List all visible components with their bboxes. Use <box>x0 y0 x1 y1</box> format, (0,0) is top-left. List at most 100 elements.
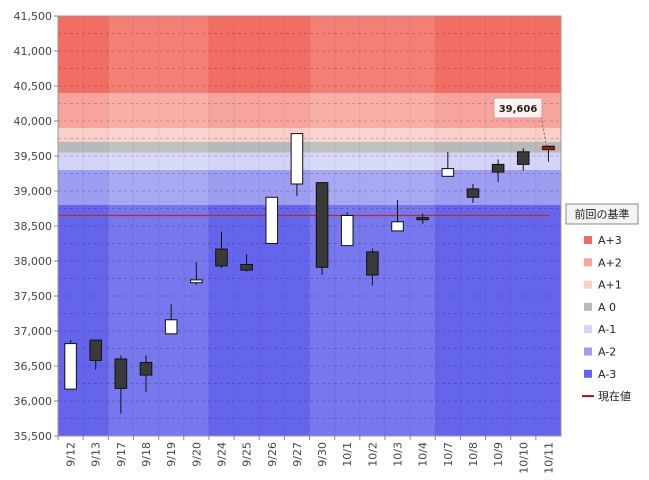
candle-body <box>416 217 429 221</box>
legend-title: 前回の基準 <box>575 207 630 221</box>
x-tick-label: 9/25 <box>241 442 254 467</box>
candle-10/7 <box>441 151 455 177</box>
y-tick-label: 38,000 <box>14 255 53 268</box>
legend-item-label: A 0 <box>598 301 616 314</box>
candle-9/19 <box>164 304 178 335</box>
candle-body <box>114 358 128 389</box>
x-tick-label: 10/1 <box>341 442 354 467</box>
y-tick-label: 41,500 <box>14 10 53 23</box>
candle-body <box>190 279 203 284</box>
candle-body <box>240 264 253 271</box>
candle-9/17 <box>114 355 128 414</box>
x-tick-label: 10/3 <box>392 442 405 467</box>
x-tick-label: 10/11 <box>542 442 555 474</box>
legend-swatch <box>584 302 592 311</box>
legend-swatch <box>584 280 592 289</box>
y-tick-label: 41,000 <box>14 45 53 58</box>
zone-band-A-2 <box>58 170 561 205</box>
candle-10/2 <box>366 248 379 286</box>
y-tick-label: 39,500 <box>14 150 53 163</box>
x-tick-label: 9/12 <box>65 442 78 467</box>
legend-swatch <box>584 347 592 356</box>
y-tick-label: 40,000 <box>14 115 53 128</box>
x-tick-label: 10/10 <box>517 442 530 474</box>
candle-9/25 <box>240 254 253 272</box>
candle-10/1 <box>340 212 354 247</box>
candle-body <box>164 319 178 335</box>
legend-item-label: A-3 <box>598 368 616 381</box>
x-tick-label: 10/2 <box>366 442 379 467</box>
zone-band-A+3 <box>58 16 561 93</box>
x-tick-label: 9/13 <box>90 442 103 467</box>
candle-9/27 <box>290 133 304 196</box>
x-tick-label: 10/4 <box>417 442 430 467</box>
legend-item-label: A+2 <box>598 256 622 269</box>
legend-swatch <box>584 258 592 267</box>
x-tick-label: 10/8 <box>467 442 480 467</box>
y-tick-label: 39,000 <box>14 185 53 198</box>
legend-item-label: A+1 <box>598 279 622 292</box>
y-tick-label: 37,000 <box>14 325 53 338</box>
candle-body <box>366 251 379 276</box>
y-axis: 35,500 36,000 36,500 37,000 37,500 38,000 38,5… <box>14 10 58 443</box>
zone-band-A+2 <box>58 93 561 128</box>
zone-bands <box>58 16 561 436</box>
candle-body <box>215 248 228 267</box>
legend-swatch <box>584 369 592 378</box>
candle-body <box>491 163 505 173</box>
candle-10/4 <box>416 213 429 224</box>
candle-body <box>516 151 530 165</box>
x-tick-label: 9/19 <box>165 442 178 467</box>
x-tick-label: 9/18 <box>140 442 153 467</box>
current-value-label: 39,606 <box>499 104 538 115</box>
candle-body <box>64 343 77 390</box>
legend-swatch <box>584 236 592 244</box>
candle-body <box>290 133 304 185</box>
candle-10/3 <box>391 200 404 232</box>
candle-body <box>340 215 354 247</box>
candle-body <box>89 339 103 361</box>
candle-10/8 <box>466 184 480 203</box>
legend: 前回の基準 A+3 A+2 A+1 A 0 A-1 A-2 A-3 現在値 <box>565 203 639 403</box>
zone-band-A-3 <box>58 205 561 436</box>
x-tick-label: 9/30 <box>316 442 329 467</box>
y-tick-label: 35,500 <box>14 430 53 443</box>
candle-body <box>139 362 153 376</box>
legend-title-box <box>565 203 639 225</box>
legend-item-label: 現在値 <box>598 390 631 403</box>
y-tick-label: 40,500 <box>14 80 53 93</box>
candle-body <box>265 196 279 245</box>
legend-swatch <box>584 325 592 334</box>
y-tick-label: 38,500 <box>14 220 53 233</box>
legend-item-label: A-1 <box>598 323 616 336</box>
candle-body <box>466 188 480 198</box>
candle-10/9 <box>491 159 505 182</box>
candle-body <box>391 221 404 232</box>
candle-9/18 <box>139 355 153 392</box>
y-tick-label: 36,500 <box>14 360 53 373</box>
zone-band-A-1 <box>58 152 561 170</box>
gridlines <box>57 15 562 437</box>
x-tick-label: 9/27 <box>291 442 304 467</box>
x-tick-label: 9/17 <box>115 442 128 467</box>
legend-item-label: A+3 <box>598 234 622 247</box>
candle-9/13 <box>89 339 103 370</box>
x-tick-label: 9/20 <box>190 442 203 467</box>
candle-9/30 <box>315 182 329 275</box>
candle-9/12 <box>64 340 77 390</box>
x-axis: 9/12 9/13 9/17 9/18 9/19 9/20 9/24 9/25 9/26 9/27… <box>57 436 555 474</box>
callout-box <box>493 97 543 119</box>
zone-band-A0 <box>58 142 561 153</box>
candle-9/26 <box>265 196 279 245</box>
week-shade <box>309 16 436 436</box>
candle-10/10 <box>516 148 530 171</box>
candle-9/24 <box>215 231 228 268</box>
candle-body <box>441 168 455 177</box>
zone-band-A+1 <box>58 128 561 142</box>
candle-body <box>315 182 329 268</box>
candle-9/20 <box>190 262 203 285</box>
y-tick-label: 36,000 <box>14 395 53 408</box>
x-tick-label: 9/26 <box>266 442 279 467</box>
x-tick-label: 10/9 <box>492 442 505 467</box>
